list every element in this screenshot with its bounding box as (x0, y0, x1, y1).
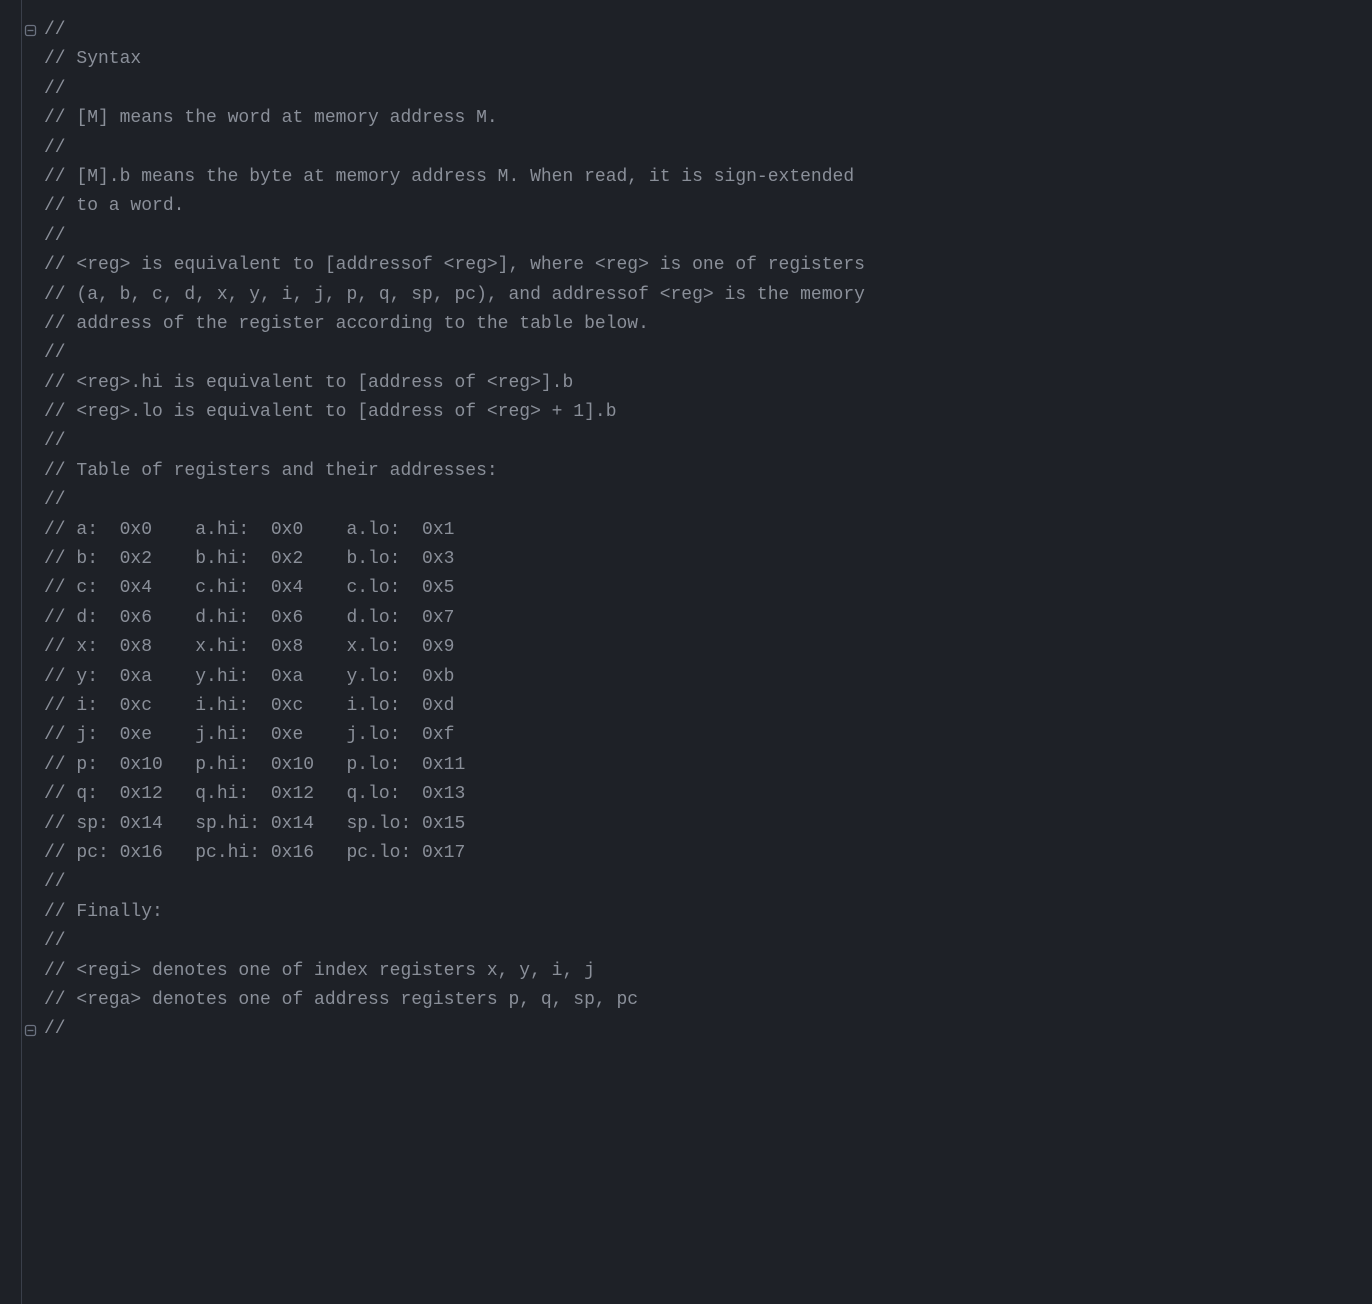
code-line: // sp: 0x14 sp.hi: 0x14 sp.lo: 0x15 (44, 810, 1372, 839)
fold-marker-bottom[interactable] (24, 1024, 37, 1037)
code-line: // c: 0x4 c.hi: 0x4 c.lo: 0x5 (44, 574, 1372, 603)
code-line: // (44, 868, 1372, 897)
code-line: // <rega> denotes one of address registe… (44, 986, 1372, 1015)
code-area[interactable]: //// Syntax//// [M] means the word at me… (40, 0, 1372, 1304)
code-line: // (44, 486, 1372, 515)
code-line: // [M] means the word at memory address … (44, 104, 1372, 133)
fold-marker-top[interactable] (24, 24, 37, 37)
code-line: // pc: 0x16 pc.hi: 0x16 pc.lo: 0x17 (44, 839, 1372, 868)
code-line: // i: 0xc i.hi: 0xc i.lo: 0xd (44, 692, 1372, 721)
code-line: // x: 0x8 x.hi: 0x8 x.lo: 0x9 (44, 633, 1372, 662)
code-line: // (44, 222, 1372, 251)
code-editor: //// Syntax//// [M] means the word at me… (0, 0, 1372, 1304)
code-line: // p: 0x10 p.hi: 0x10 p.lo: 0x11 (44, 751, 1372, 780)
fold-collapse-icon (24, 1024, 37, 1037)
fold-gutter (22, 0, 40, 1304)
code-line: // (44, 427, 1372, 456)
code-line: // <reg>.hi is equivalent to [address of… (44, 369, 1372, 398)
code-line: // <reg> is equivalent to [addressof <re… (44, 251, 1372, 280)
code-line: // Syntax (44, 45, 1372, 74)
code-line: // b: 0x2 b.hi: 0x2 b.lo: 0x3 (44, 545, 1372, 574)
code-line: // (44, 75, 1372, 104)
code-line: // y: 0xa y.hi: 0xa y.lo: 0xb (44, 663, 1372, 692)
code-line: // address of the register according to … (44, 310, 1372, 339)
code-line: // (44, 16, 1372, 45)
code-line: // d: 0x6 d.hi: 0x6 d.lo: 0x7 (44, 604, 1372, 633)
code-line: // (44, 339, 1372, 368)
code-line: // j: 0xe j.hi: 0xe j.lo: 0xf (44, 721, 1372, 750)
code-line: // [M].b means the byte at memory addres… (44, 163, 1372, 192)
code-line: // (44, 1015, 1372, 1044)
fold-collapse-icon (24, 24, 37, 37)
code-line: // q: 0x12 q.hi: 0x12 q.lo: 0x13 (44, 780, 1372, 809)
code-line: // to a word. (44, 192, 1372, 221)
code-line: // a: 0x0 a.hi: 0x0 a.lo: 0x1 (44, 516, 1372, 545)
code-line: // (a, b, c, d, x, y, i, j, p, q, sp, pc… (44, 281, 1372, 310)
code-line: // <reg>.lo is equivalent to [address of… (44, 398, 1372, 427)
line-number-gutter (0, 0, 22, 1304)
code-line: // Finally: (44, 898, 1372, 927)
code-line: // (44, 927, 1372, 956)
code-line: // Table of registers and their addresse… (44, 457, 1372, 486)
code-line: // <regi> denotes one of index registers… (44, 957, 1372, 986)
code-line: // (44, 134, 1372, 163)
